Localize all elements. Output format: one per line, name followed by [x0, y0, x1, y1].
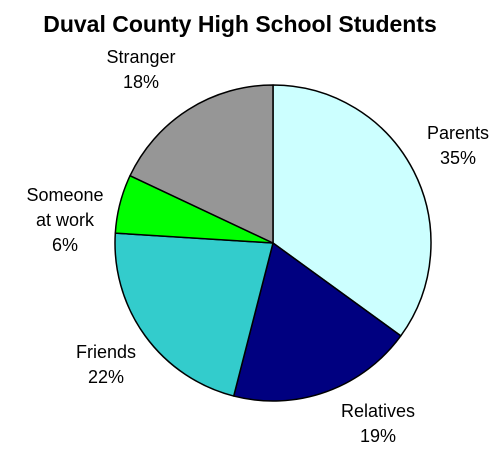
slice-label-someone-at-work: Someone at work 6% [26, 185, 103, 255]
chart-title: Duval County High School Students [43, 11, 437, 37]
slice-label-parents: Parents 35% [427, 123, 489, 168]
pie-slice-parents [272, 84, 432, 337]
pie-slice-relatives [232, 242, 402, 402]
pie-slice-friends [114, 232, 274, 397]
slice-label-relatives: Relatives 19% [341, 401, 415, 446]
pie-slices [114, 84, 432, 402]
slice-label-stranger: Stranger 18% [106, 47, 175, 92]
pie-slice-stranger [129, 84, 274, 244]
slice-label-friends: Friends 22% [76, 342, 136, 387]
pie-labels: Parents 35% Relatives 19% Friends 22% Someone a… [26, 47, 489, 446]
